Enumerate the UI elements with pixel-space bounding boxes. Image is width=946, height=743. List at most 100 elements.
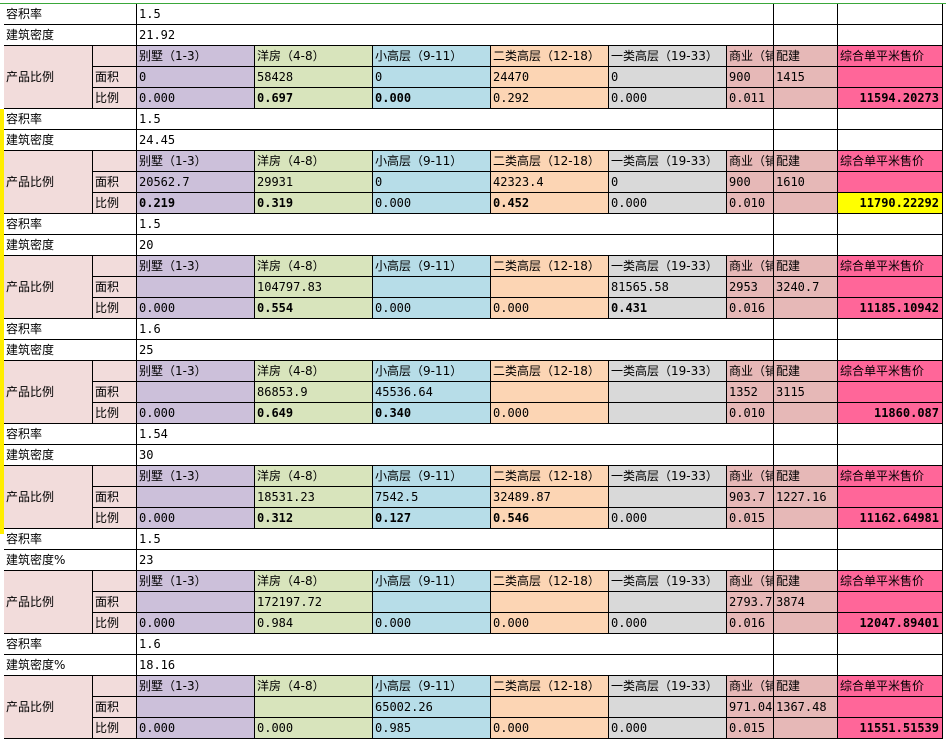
- cell[interactable]: [774, 319, 838, 340]
- column-header[interactable]: 别墅（1-3）: [137, 46, 255, 67]
- column-header[interactable]: 综合单平米售价: [838, 466, 943, 487]
- column-header[interactable]: 一类高层（19-33）: [609, 361, 727, 382]
- area-value[interactable]: 3874: [774, 592, 838, 613]
- column-header[interactable]: 二类高层（12-18）: [491, 256, 609, 277]
- area-value[interactable]: 1415: [774, 67, 838, 88]
- ratio-value[interactable]: 0.000: [137, 508, 255, 529]
- cell[interactable]: [838, 550, 943, 571]
- ratio-value[interactable]: 0.340: [373, 403, 491, 424]
- density-label[interactable]: 建筑密度: [4, 130, 137, 151]
- area-value[interactable]: [491, 697, 609, 718]
- column-header[interactable]: 商业（铺）: [727, 151, 774, 172]
- far-label[interactable]: 容积率: [4, 214, 137, 235]
- cell[interactable]: [838, 214, 943, 235]
- column-header[interactable]: 综合单平米售价: [838, 361, 943, 382]
- column-header[interactable]: 别墅（1-3）: [137, 466, 255, 487]
- cell[interactable]: [774, 403, 838, 424]
- cell[interactable]: [93, 571, 137, 592]
- ratio-value[interactable]: 0.016: [727, 298, 774, 319]
- far-label[interactable]: 容积率: [4, 319, 137, 340]
- column-header[interactable]: 一类高层（19-33）: [609, 466, 727, 487]
- cell[interactable]: [838, 634, 943, 655]
- density-value[interactable]: 24.45: [137, 130, 774, 151]
- area-value[interactable]: 3115: [774, 382, 838, 403]
- price-cell[interactable]: [838, 67, 943, 88]
- column-header[interactable]: 配建: [774, 256, 838, 277]
- area-value[interactable]: 0: [373, 172, 491, 193]
- ratio-value[interactable]: 0.000: [609, 508, 727, 529]
- cell[interactable]: [838, 4, 943, 25]
- column-header[interactable]: 洋房（4-8）: [255, 676, 373, 697]
- area-value[interactable]: 104797.83: [255, 277, 373, 298]
- area-value[interactable]: 1227.16: [774, 487, 838, 508]
- area-value[interactable]: 65002.26: [373, 697, 491, 718]
- density-value[interactable]: 30: [137, 445, 774, 466]
- cell[interactable]: [838, 109, 943, 130]
- price-cell[interactable]: [838, 382, 943, 403]
- ratio-value[interactable]: 0.010: [727, 193, 774, 214]
- far-label[interactable]: 容积率: [4, 4, 137, 25]
- density-label[interactable]: 建筑密度: [4, 340, 137, 361]
- area-value[interactable]: [137, 382, 255, 403]
- column-header[interactable]: 配建: [774, 571, 838, 592]
- area-value[interactable]: [609, 592, 727, 613]
- cell[interactable]: [774, 214, 838, 235]
- area-value[interactable]: 45536.64: [373, 382, 491, 403]
- far-value[interactable]: 1.54: [137, 424, 774, 445]
- far-label[interactable]: 容积率: [4, 529, 137, 550]
- area-label[interactable]: 面积: [93, 697, 137, 718]
- ratio-value[interactable]: 0.546: [491, 508, 609, 529]
- ratio-value[interactable]: 0.000: [373, 88, 491, 109]
- column-header[interactable]: 配建: [774, 361, 838, 382]
- density-value[interactable]: 23: [137, 550, 774, 571]
- area-label[interactable]: 面积: [93, 592, 137, 613]
- unit-price-value[interactable]: 11790.22292: [838, 193, 943, 214]
- column-header[interactable]: 商业（铺）: [727, 256, 774, 277]
- cell[interactable]: [838, 235, 943, 256]
- column-header[interactable]: 洋房（4-8）: [255, 466, 373, 487]
- column-header[interactable]: 二类高层（12-18）: [491, 466, 609, 487]
- cell[interactable]: [774, 88, 838, 109]
- column-header[interactable]: 商业（铺）: [727, 466, 774, 487]
- area-value[interactable]: [255, 697, 373, 718]
- area-value[interactable]: 0: [137, 67, 255, 88]
- area-label[interactable]: 面积: [93, 277, 137, 298]
- cell[interactable]: [774, 508, 838, 529]
- cell[interactable]: [774, 109, 838, 130]
- cell[interactable]: [774, 298, 838, 319]
- column-header[interactable]: 二类高层（12-18）: [491, 361, 609, 382]
- ratio-value[interactable]: 0.000: [137, 298, 255, 319]
- area-value[interactable]: 24470: [491, 67, 609, 88]
- ratio-label[interactable]: 比例: [93, 613, 137, 634]
- area-label[interactable]: 面积: [93, 172, 137, 193]
- area-value[interactable]: 81565.58: [609, 277, 727, 298]
- cell[interactable]: [93, 46, 137, 67]
- ratio-value[interactable]: 0.000: [609, 88, 727, 109]
- ratio-label[interactable]: 比例: [93, 88, 137, 109]
- density-value[interactable]: 21.92: [137, 25, 774, 46]
- column-header[interactable]: 洋房（4-8）: [255, 151, 373, 172]
- column-header[interactable]: 别墅（1-3）: [137, 151, 255, 172]
- column-header[interactable]: 配建: [774, 46, 838, 67]
- area-value[interactable]: [491, 592, 609, 613]
- cell[interactable]: [838, 319, 943, 340]
- ratio-value[interactable]: 0.554: [255, 298, 373, 319]
- density-label[interactable]: 建筑密度: [4, 235, 137, 256]
- ratio-value[interactable]: 0.697: [255, 88, 373, 109]
- cell[interactable]: [774, 235, 838, 256]
- price-cell[interactable]: [838, 697, 943, 718]
- area-value[interactable]: [609, 697, 727, 718]
- density-label[interactable]: 建筑密度: [4, 445, 137, 466]
- column-header[interactable]: 二类高层（12-18）: [491, 571, 609, 592]
- density-value[interactable]: 25: [137, 340, 774, 361]
- area-value[interactable]: 900: [727, 67, 774, 88]
- far-value[interactable]: 1.6: [137, 634, 774, 655]
- ratio-value[interactable]: 0.000: [373, 298, 491, 319]
- area-value[interactable]: [137, 697, 255, 718]
- column-header[interactable]: 综合单平米售价: [838, 256, 943, 277]
- ratio-value[interactable]: 0.016: [727, 613, 774, 634]
- column-header[interactable]: 别墅（1-3）: [137, 361, 255, 382]
- column-header[interactable]: 一类高层（19-33）: [609, 676, 727, 697]
- area-value[interactable]: [609, 382, 727, 403]
- ratio-label[interactable]: 比例: [93, 193, 137, 214]
